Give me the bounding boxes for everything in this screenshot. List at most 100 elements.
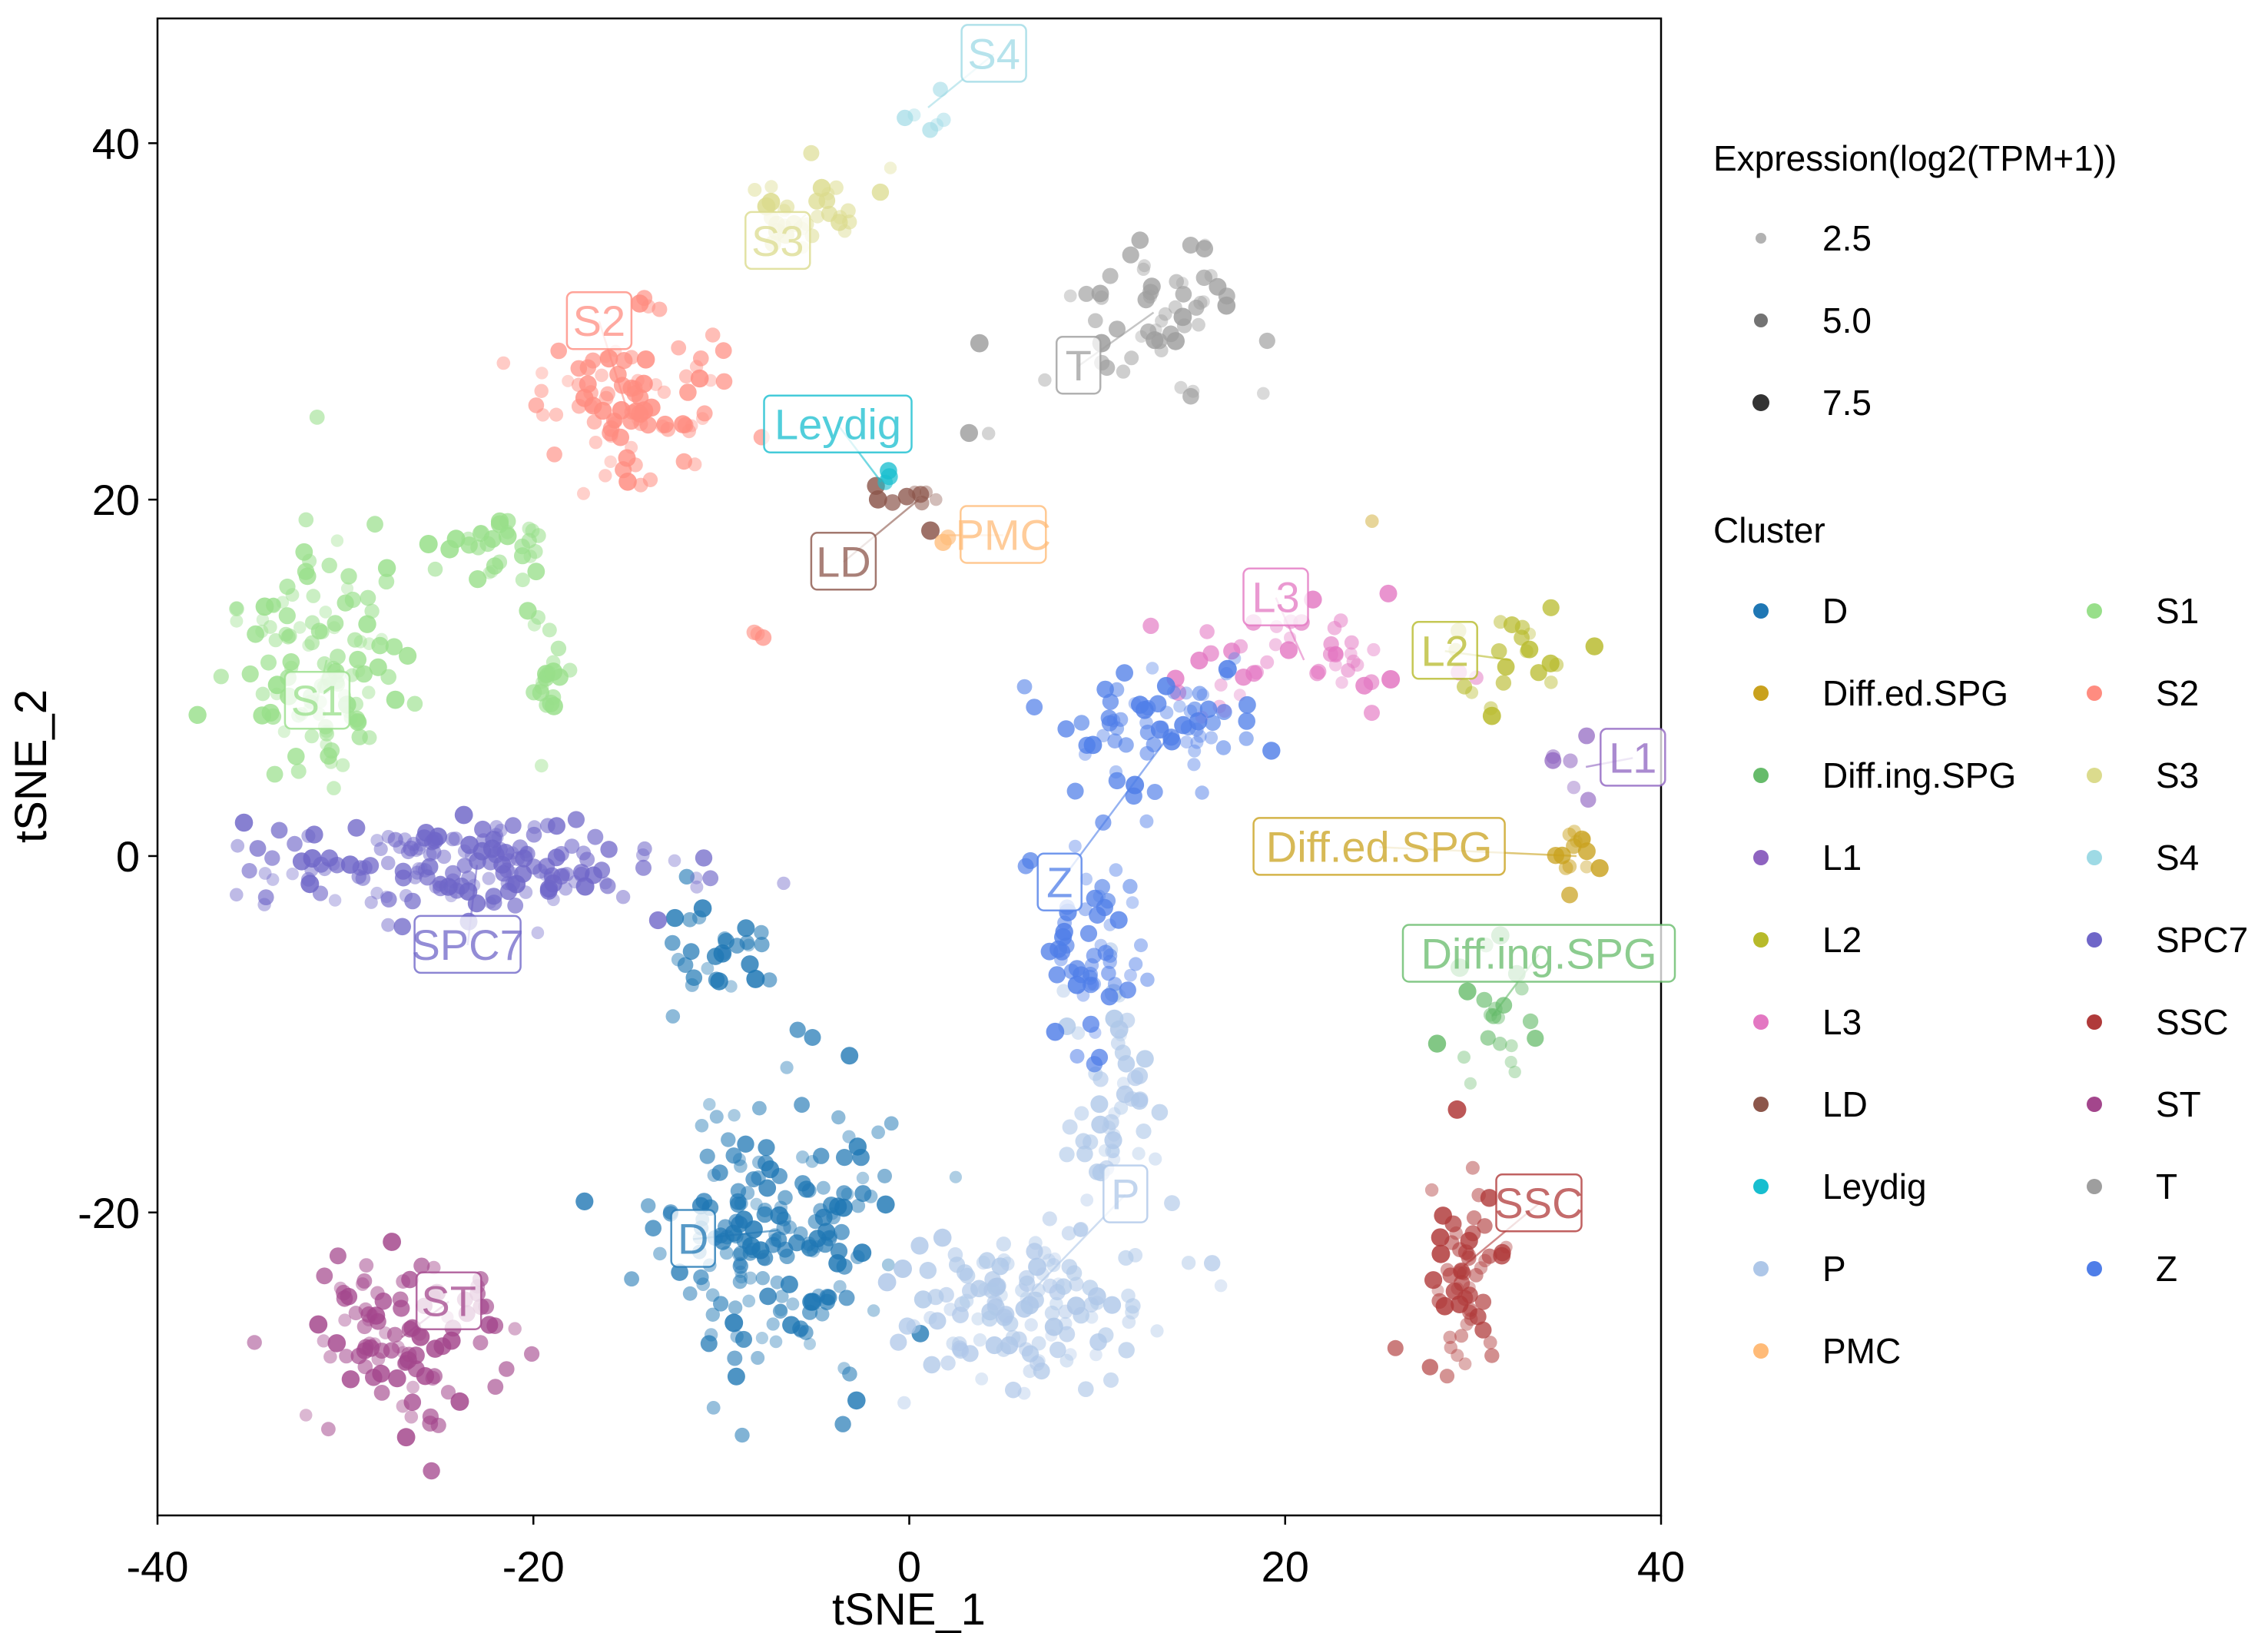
legend-label-st: ST: [2156, 1084, 2201, 1124]
point-s2: [615, 352, 633, 370]
legend-label-ssc: SSC: [2156, 1002, 2229, 1042]
point-diff-ing-spg: [1522, 1013, 1539, 1030]
y-tick-label: 0: [116, 832, 140, 881]
point-spc7: [600, 841, 618, 858]
point-st: [317, 1334, 330, 1348]
point-d: [766, 1317, 780, 1331]
point-p: [1066, 1265, 1083, 1281]
point-s2: [615, 461, 632, 479]
point-p: [919, 1262, 937, 1280]
point-p: [996, 1236, 1012, 1252]
legend-label-z: Z: [2156, 1249, 2177, 1289]
point-p: [1005, 1381, 1022, 1399]
point-spc7: [483, 896, 497, 909]
point-s1: [527, 563, 545, 581]
point-p: [1132, 1147, 1146, 1160]
point-s2: [550, 342, 567, 360]
point-d: [881, 1258, 895, 1272]
point-d: [823, 1197, 840, 1214]
legend-key-st: [2087, 1097, 2102, 1112]
point-z: [1048, 966, 1066, 984]
legend-label-s3: S3: [2156, 755, 2199, 795]
point-s2: [630, 294, 649, 313]
point-s1: [519, 602, 537, 620]
cluster-label-s2: S2: [573, 297, 626, 345]
point-s1: [371, 636, 389, 655]
point-l2: [1585, 637, 1603, 656]
points-layer: [188, 81, 1609, 1480]
cluster-label-leydig: Leydig: [774, 400, 901, 449]
point-s1: [290, 763, 307, 779]
point-spc7: [599, 878, 616, 894]
point-z: [1228, 652, 1242, 665]
point-z: [1180, 735, 1193, 748]
point-t: [1102, 267, 1119, 284]
point-ssc: [1471, 1187, 1486, 1203]
point-z: [1057, 720, 1075, 738]
point-z: [1196, 688, 1210, 702]
point-s2: [678, 369, 694, 384]
point-s2: [704, 373, 718, 387]
point-s2: [675, 453, 692, 470]
point-t: [1166, 332, 1185, 350]
point-l2: [1457, 679, 1473, 695]
point-z: [1199, 700, 1218, 719]
point-d: [816, 1180, 831, 1195]
point-t: [1218, 287, 1235, 305]
x-tick-label: 0: [897, 1542, 921, 1591]
point-d: [817, 1223, 836, 1241]
point-ssc: [1460, 1317, 1474, 1331]
point-z: [1090, 1048, 1109, 1066]
point-spc7: [286, 868, 299, 881]
point-l2: [1490, 643, 1507, 659]
point-spc7: [559, 881, 573, 896]
point-s2: [536, 408, 550, 422]
point-spc7: [303, 849, 322, 868]
point-s1: [440, 539, 459, 559]
point-d: [774, 1303, 788, 1316]
point-d: [708, 971, 725, 988]
label-box-t: [1055, 335, 1102, 395]
point-ssc: [1431, 1293, 1447, 1309]
point-p: [1118, 1342, 1135, 1359]
label-box-s2: [565, 290, 633, 350]
point-p: [877, 1273, 897, 1292]
point-s1: [542, 622, 557, 638]
point-l3: [1344, 635, 1359, 650]
point-s1: [550, 640, 567, 656]
point-s2: [602, 420, 620, 437]
point-ld: [884, 494, 901, 511]
point-t: [1188, 299, 1205, 316]
point-d: [813, 1147, 830, 1164]
point-p: [1019, 1270, 1035, 1286]
point-spc7: [301, 828, 316, 843]
point-p: [1074, 1106, 1089, 1121]
point-spc7: [505, 876, 520, 891]
point-ld: [930, 493, 943, 506]
point-ld: [868, 490, 887, 509]
point-st: [383, 1342, 400, 1359]
point-z: [1193, 729, 1207, 743]
point-s2: [628, 457, 643, 473]
point-st: [341, 1370, 360, 1389]
point-z: [1150, 720, 1169, 739]
point-z: [1108, 772, 1126, 790]
legend-label-l2: L2: [1822, 920, 1862, 960]
point-t: [1063, 289, 1077, 303]
point-s2: [705, 327, 721, 343]
point-spc7: [648, 911, 668, 930]
point-s1: [385, 638, 403, 656]
point-d: [742, 938, 755, 952]
point-d: [653, 1246, 667, 1261]
point-z: [1069, 839, 1082, 853]
point-s2: [595, 368, 608, 383]
point-l3: [1199, 624, 1215, 639]
point-d: [752, 1100, 767, 1116]
point-s1: [366, 516, 383, 533]
point-st: [508, 1322, 522, 1336]
point-d: [814, 1307, 830, 1322]
point-s1: [347, 632, 363, 648]
point-t: [1038, 373, 1052, 387]
point-s1: [264, 708, 282, 725]
